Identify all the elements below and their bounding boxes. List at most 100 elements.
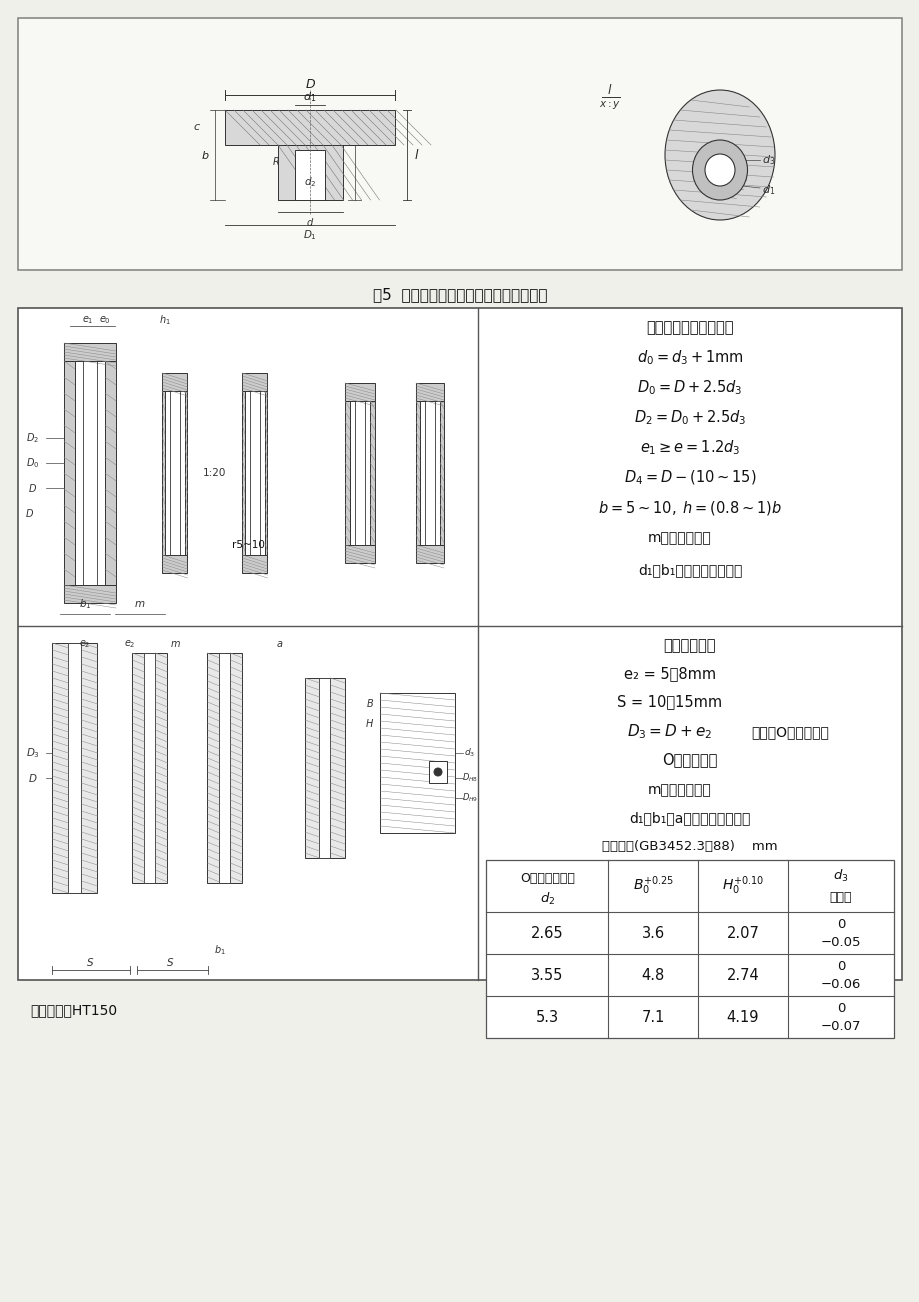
Text: $B_0^{+0.25}$: $B_0^{+0.25}$ [632, 875, 673, 897]
Text: −0.05: −0.05 [820, 936, 860, 948]
Text: 5.3: 5.3 [535, 1009, 558, 1025]
Bar [265, 391, 267, 555]
Bar [225, 109, 394, 145]
Bar [319, 678, 330, 858]
Ellipse shape [664, 90, 774, 220]
Text: 0: 0 [836, 918, 845, 931]
Text: −0.07: −0.07 [820, 1019, 860, 1032]
Text: $d_1$: $d_1$ [303, 90, 316, 104]
Text: $m$: $m$ [134, 599, 145, 609]
Text: 沟槽尺寸(GB3452.3－88)    mm: 沟槽尺寸(GB3452.3－88) mm [602, 840, 777, 853]
Text: $d_1$: $d_1$ [761, 184, 775, 197]
Text: $S$: $S$ [165, 956, 174, 967]
Text: $d_3$: $d_3$ [761, 154, 775, 167]
Text: $x:y$: $x:y$ [598, 99, 620, 111]
Bar [64, 342, 116, 361]
Text: S = 10～15mm: S = 10～15mm [617, 694, 721, 710]
Ellipse shape [434, 768, 441, 776]
Bar [345, 401, 349, 546]
Text: $a$: $a$ [276, 639, 283, 648]
Bar [220, 654, 231, 883]
Text: d₁，b₁－由密封尺寸确定: d₁，b₁－由密封尺寸确定 [637, 562, 742, 577]
Bar [428, 760, 447, 783]
Text: $e_1$: $e_1$ [82, 314, 94, 326]
Text: $b_1$: $b_1$ [214, 943, 226, 957]
Text: $D_2$: $D_2$ [27, 431, 40, 445]
Bar [380, 693, 455, 833]
Text: 表5  减速器轴承端盖与轴承套杯结构尺寸: 表5 减速器轴承端盖与轴承套杯结构尺寸 [372, 288, 547, 302]
Text: $D_0 = D + 2.5d_3$: $D_0 = D + 2.5d_3$ [637, 379, 742, 397]
Text: 螺钉联接外装式轴承盖: 螺钉联接外装式轴承盖 [645, 320, 733, 336]
Text: $d_3$: $d_3$ [464, 747, 475, 759]
Text: $H_0^{+0.10}$: $H_0^{+0.10}$ [721, 875, 764, 897]
Text: $m$: $m$ [169, 639, 180, 648]
Text: $D_{H9}$: $D_{H9}$ [461, 792, 478, 805]
Text: $b_1$: $b_1$ [79, 598, 91, 611]
Text: $d_3$: $d_3$ [833, 867, 848, 884]
Text: $H$: $H$ [365, 717, 374, 729]
Bar [68, 643, 82, 893]
Text: $D$: $D$ [28, 482, 38, 493]
Text: 3.6: 3.6 [641, 926, 664, 940]
Text: 0: 0 [836, 1001, 845, 1014]
Text: $d_2$: $d_2$ [539, 891, 554, 907]
Bar [415, 401, 420, 546]
Text: e₂ = 5～8mm: e₂ = 5～8mm [623, 667, 715, 681]
Text: 2.74: 2.74 [726, 967, 758, 983]
Text: $D_{H8}$: $D_{H8}$ [461, 772, 478, 784]
Bar [208, 654, 243, 883]
Text: $d_0 = d_3 + 1$mm: $d_0 = d_3 + 1$mm [636, 349, 743, 367]
Text: 1:20: 1:20 [203, 467, 226, 478]
Text: 嵌入式轴承盖: 嵌入式轴承盖 [663, 638, 716, 654]
Text: 7.1: 7.1 [641, 1009, 664, 1025]
Text: d₁，b₁，a－由密封尺寸确定: d₁，b₁，a－由密封尺寸确定 [629, 811, 750, 825]
Text: −0.06: −0.06 [820, 978, 860, 991]
Text: $D$: $D$ [28, 772, 38, 784]
Text: $D_2 = D_0 + 2.5d_3$: $D_2 = D_0 + 2.5d_3$ [633, 409, 745, 427]
Bar [52, 643, 97, 893]
Text: $e_2$: $e_2$ [124, 638, 136, 650]
Bar [144, 654, 155, 883]
Ellipse shape [692, 141, 746, 201]
Text: O形圈截面直径: O形圈截面直径 [519, 872, 574, 884]
Bar [18, 18, 901, 270]
Text: 4.8: 4.8 [641, 967, 664, 983]
Bar [132, 654, 167, 883]
Bar [64, 361, 75, 585]
Bar [345, 383, 375, 401]
Text: $c$: $c$ [193, 122, 200, 132]
Text: O形圈外径取: O形圈外径取 [662, 753, 717, 767]
Bar [415, 383, 444, 401]
Text: 2.07: 2.07 [726, 926, 759, 940]
Bar [18, 309, 901, 980]
Text: $D_0$: $D_0$ [27, 456, 40, 470]
Bar [415, 546, 444, 562]
Bar [64, 585, 116, 603]
Bar [105, 361, 116, 585]
Bar [295, 150, 324, 201]
Bar [243, 555, 267, 573]
Text: $l$: $l$ [414, 148, 419, 161]
Bar [439, 401, 444, 546]
Text: $D_3 = D + e_2$: $D_3 = D + e_2$ [627, 723, 712, 741]
Text: $D_1$: $D_1$ [302, 228, 317, 242]
Text: $h_1$: $h_1$ [159, 312, 171, 327]
Bar [485, 861, 893, 1038]
Text: $b$: $b$ [200, 148, 209, 161]
Text: m－由结构确定: m－由结构确定 [647, 531, 711, 546]
Text: $R$: $R$ [272, 155, 279, 167]
Bar [163, 372, 187, 391]
Bar [243, 372, 267, 391]
Bar [243, 391, 244, 555]
Text: D: D [305, 78, 314, 91]
Text: $e_0$: $e_0$ [99, 314, 111, 326]
Text: $D_3$: $D_3$ [26, 746, 40, 760]
Bar [345, 546, 375, 562]
Text: r5~10: r5~10 [232, 540, 264, 549]
Text: 2.65: 2.65 [530, 926, 563, 940]
Bar [305, 678, 345, 858]
Text: $B$: $B$ [366, 697, 374, 710]
Bar [163, 555, 187, 573]
Text: $D_4 = D-(10\sim15)$: $D_4 = D-(10\sim15)$ [623, 469, 755, 487]
Text: $d$: $d$ [305, 216, 313, 228]
